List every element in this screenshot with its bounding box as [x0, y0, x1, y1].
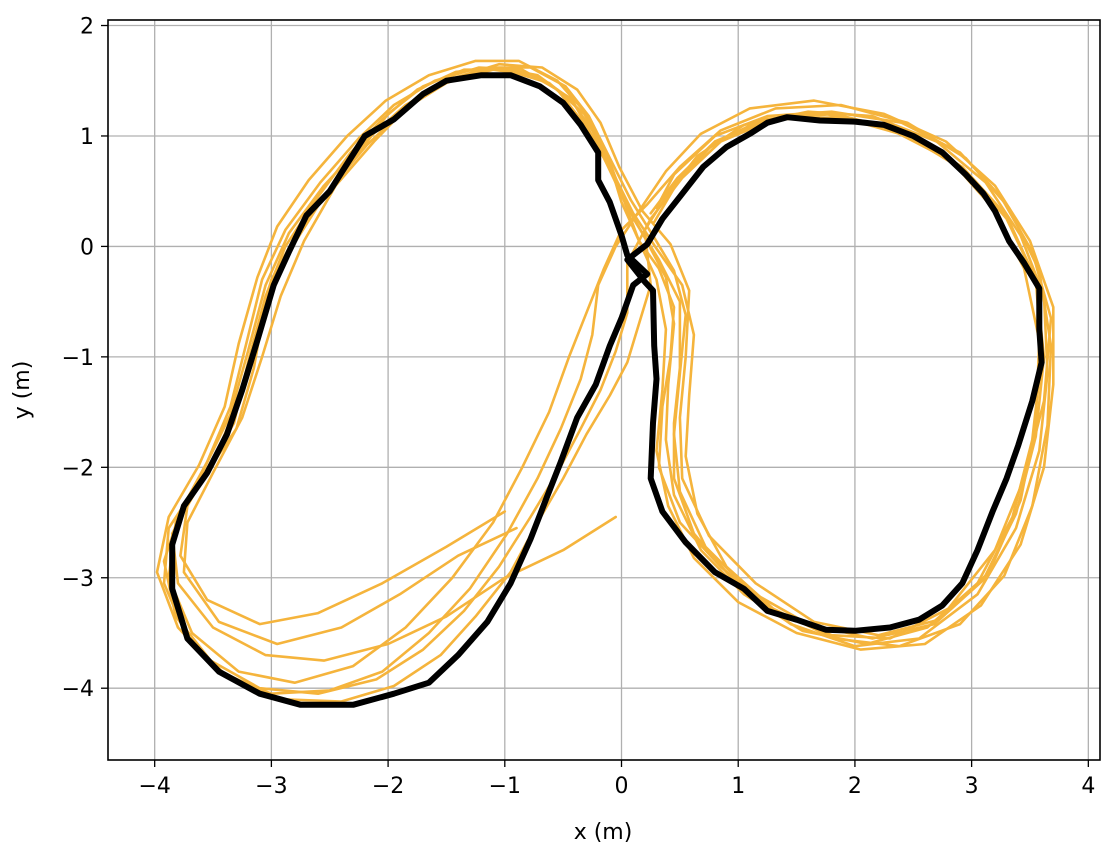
trial-trajectory-line — [167, 68, 1053, 684]
x-tick-label: 0 — [615, 774, 629, 799]
x-tick-label: −1 — [489, 774, 521, 799]
x-tick-label: 2 — [848, 774, 862, 799]
y-tick-label: −2 — [62, 456, 94, 481]
y-tick-label: 1 — [80, 125, 94, 150]
mean-trajectory-line — [169, 72, 651, 708]
mean-trajectory-line — [624, 114, 1045, 634]
x-tick-label: −4 — [138, 774, 170, 799]
y-tick-label: −4 — [62, 677, 94, 702]
x-tick-label: 1 — [731, 774, 745, 799]
y-axis-title: y (m) — [10, 361, 35, 420]
y-tick-label: −1 — [62, 346, 94, 371]
y-tick-label: 0 — [80, 235, 94, 260]
x-tick-label: −2 — [372, 774, 404, 799]
axis-ticks: −4 −3 −2 −1 0 1 2 3 4 −4 −3 −2 −1 0 1 2 — [62, 15, 1096, 799]
grid-lines — [108, 20, 1100, 760]
x-tick-label: −3 — [255, 774, 287, 799]
y-tick-label: −3 — [62, 567, 94, 592]
trial-trajectory-line — [155, 59, 1055, 695]
x-tick-label: 4 — [1081, 774, 1095, 799]
plot-frame — [107, 19, 1101, 761]
trial-trajectory-line — [162, 66, 1049, 703]
x-tick-label: 3 — [965, 774, 979, 799]
y-tick-label: 2 — [80, 15, 94, 40]
mean-trajectory — [169, 72, 1045, 708]
x-axis-title: x (m) — [574, 820, 633, 845]
